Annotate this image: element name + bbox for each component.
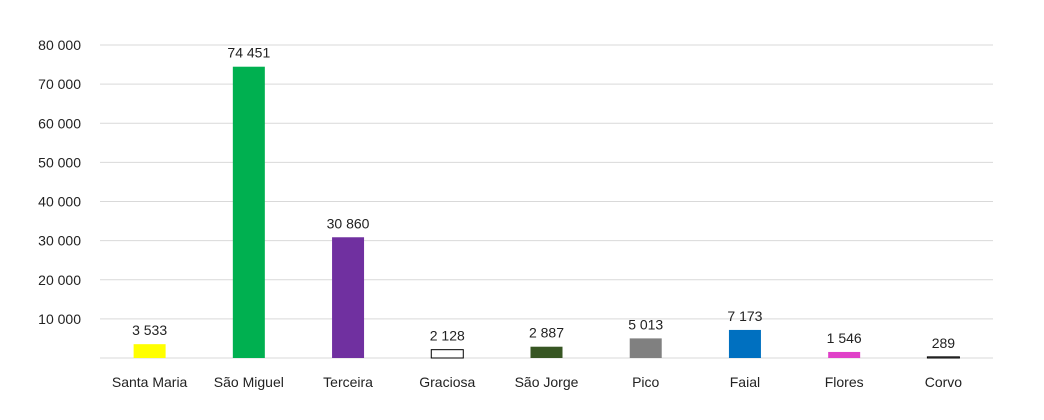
bars <box>133 66 960 359</box>
data-label: 30 860 <box>327 215 370 231</box>
y-tick-label: 20 000 <box>38 272 81 288</box>
x-tick-label: Terceira <box>323 374 373 390</box>
data-label: 2 887 <box>529 325 564 341</box>
bar-faial <box>728 329 761 358</box>
x-axis-category-labels: Santa Maria São Miguel Terceira Graciosa São… <box>112 374 962 390</box>
x-tick-label: Pico <box>632 374 659 390</box>
data-label: 3 533 <box>132 322 167 338</box>
bar-santa-maria <box>133 344 166 358</box>
data-labels: 3 533 74 451 30 860 2 128 2 887 5 013 7 173 1 5… <box>132 45 955 351</box>
y-tick-label: 30 000 <box>38 233 81 249</box>
y-tick-label: 10 000 <box>38 311 81 327</box>
y-tick-label: 50 000 <box>38 154 81 170</box>
x-tick-label: Flores <box>825 374 864 390</box>
data-label: 1 546 <box>827 330 862 346</box>
bar-terceira <box>332 237 365 358</box>
y-axis-tick-labels: 10 000 20 000 30 000 40 000 50 000 60 000 70 0… <box>38 37 81 327</box>
bar-pico <box>629 338 662 358</box>
bar-flores <box>828 351 861 358</box>
data-label: 289 <box>932 335 956 351</box>
data-label: 7 173 <box>727 308 762 324</box>
bar-s-o-jorge <box>530 346 563 358</box>
x-tick-label: São Miguel <box>214 374 284 390</box>
x-tick-label: Graciosa <box>419 374 475 390</box>
y-tick-label: 40 000 <box>38 194 81 210</box>
data-label: 74 451 <box>227 45 270 61</box>
data-label: 2 128 <box>430 328 465 344</box>
bar-graciosa <box>430 349 464 359</box>
x-tick-label: São Jorge <box>515 374 579 390</box>
bar-s-o-miguel <box>232 66 265 359</box>
x-tick-label: Corvo <box>925 374 963 390</box>
y-tick-label: 60 000 <box>38 115 81 131</box>
x-tick-label: Santa Maria <box>112 374 188 390</box>
y-tick-label: 70 000 <box>38 76 81 92</box>
bar-corvo <box>926 356 960 359</box>
data-label: 5 013 <box>628 316 663 332</box>
x-tick-label: Faial <box>730 374 760 390</box>
y-tick-label: 80 000 <box>38 37 81 53</box>
